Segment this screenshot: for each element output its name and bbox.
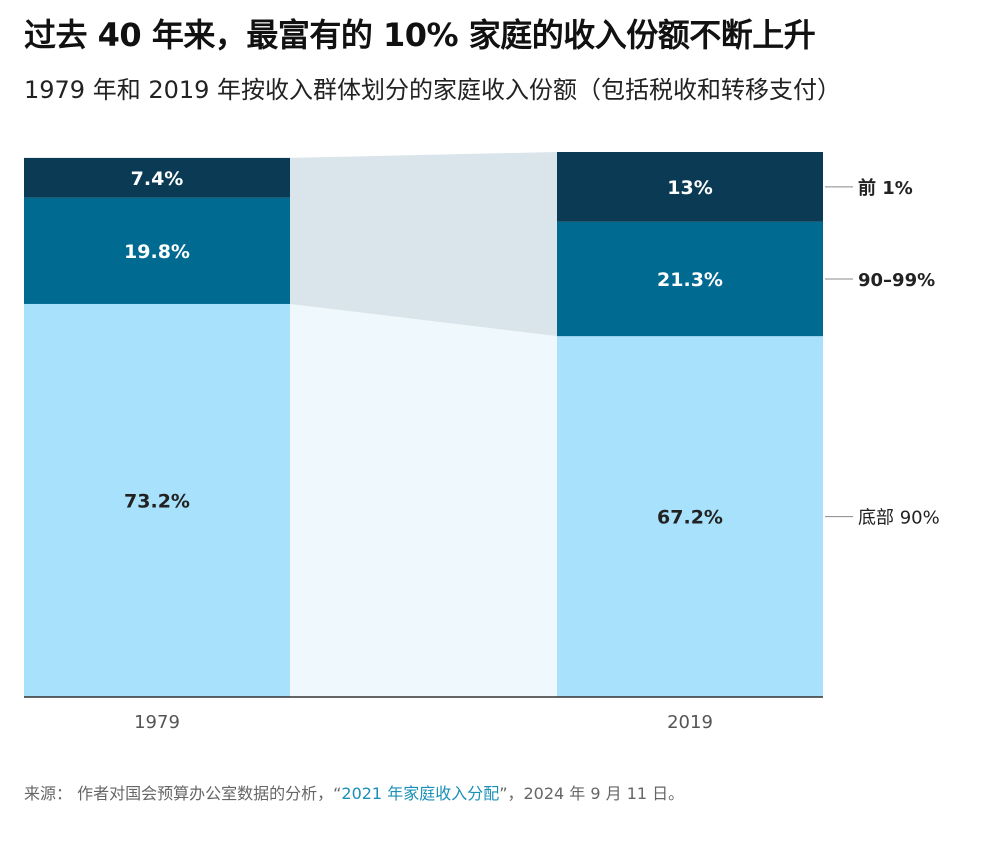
source-note: 来源： 作者对国会预算办公室数据的分析，“2021 年家庭收入分配”，2024 … [24, 780, 684, 804]
connector-band-bottom90 [290, 303, 557, 697]
data-label-2019-2: 13% [667, 177, 712, 199]
x-tick-label-2019: 2019 [667, 712, 713, 733]
legend-label-0: 底部 90% [858, 508, 940, 529]
data-label-2019-1: 21.3% [657, 269, 723, 291]
bar-1979-segment-0 [24, 303, 290, 697]
bar-1979-segment-1 [24, 197, 290, 304]
chart-subtitle: 1979 年和 2019 年按收入群体划分的家庭收入份额（包括税收和转移支付） [24, 76, 842, 104]
bar-1979-segment-2 [24, 157, 290, 198]
source-suffix: ”，2024 年 9 月 11 日。 [499, 784, 685, 803]
source-link[interactable]: 2021 年家庭收入分配 [341, 784, 500, 803]
data-label-1979-0: 73.2% [124, 490, 190, 512]
source-prefix: 来源： 作者对国会预算办公室数据的分析，“ [24, 784, 342, 803]
data-label-1979-2: 7.4% [131, 168, 184, 190]
legend-label-1: 90–99% [858, 270, 935, 291]
data-label-1979-1: 19.8% [124, 241, 190, 263]
chart-title: 过去 40 年来，最富有的 10% 家庭的收入份额不断上升 [24, 16, 816, 54]
legend-label-2: 前 1% [858, 177, 913, 199]
bar-2019-segment-0 [557, 336, 823, 697]
bar-2019-segment-2 [557, 152, 823, 222]
stacked-bar-chart: 73.2% 19.8% 7.4% 1979 67.2% 21.3% 13% 2019 底部 90… [24, 152, 940, 733]
bar-2019-segment-1 [557, 221, 823, 337]
x-tick-label-1979: 1979 [134, 712, 180, 733]
connector-band-top10 [290, 152, 557, 337]
data-label-2019-0: 67.2% [657, 507, 723, 529]
